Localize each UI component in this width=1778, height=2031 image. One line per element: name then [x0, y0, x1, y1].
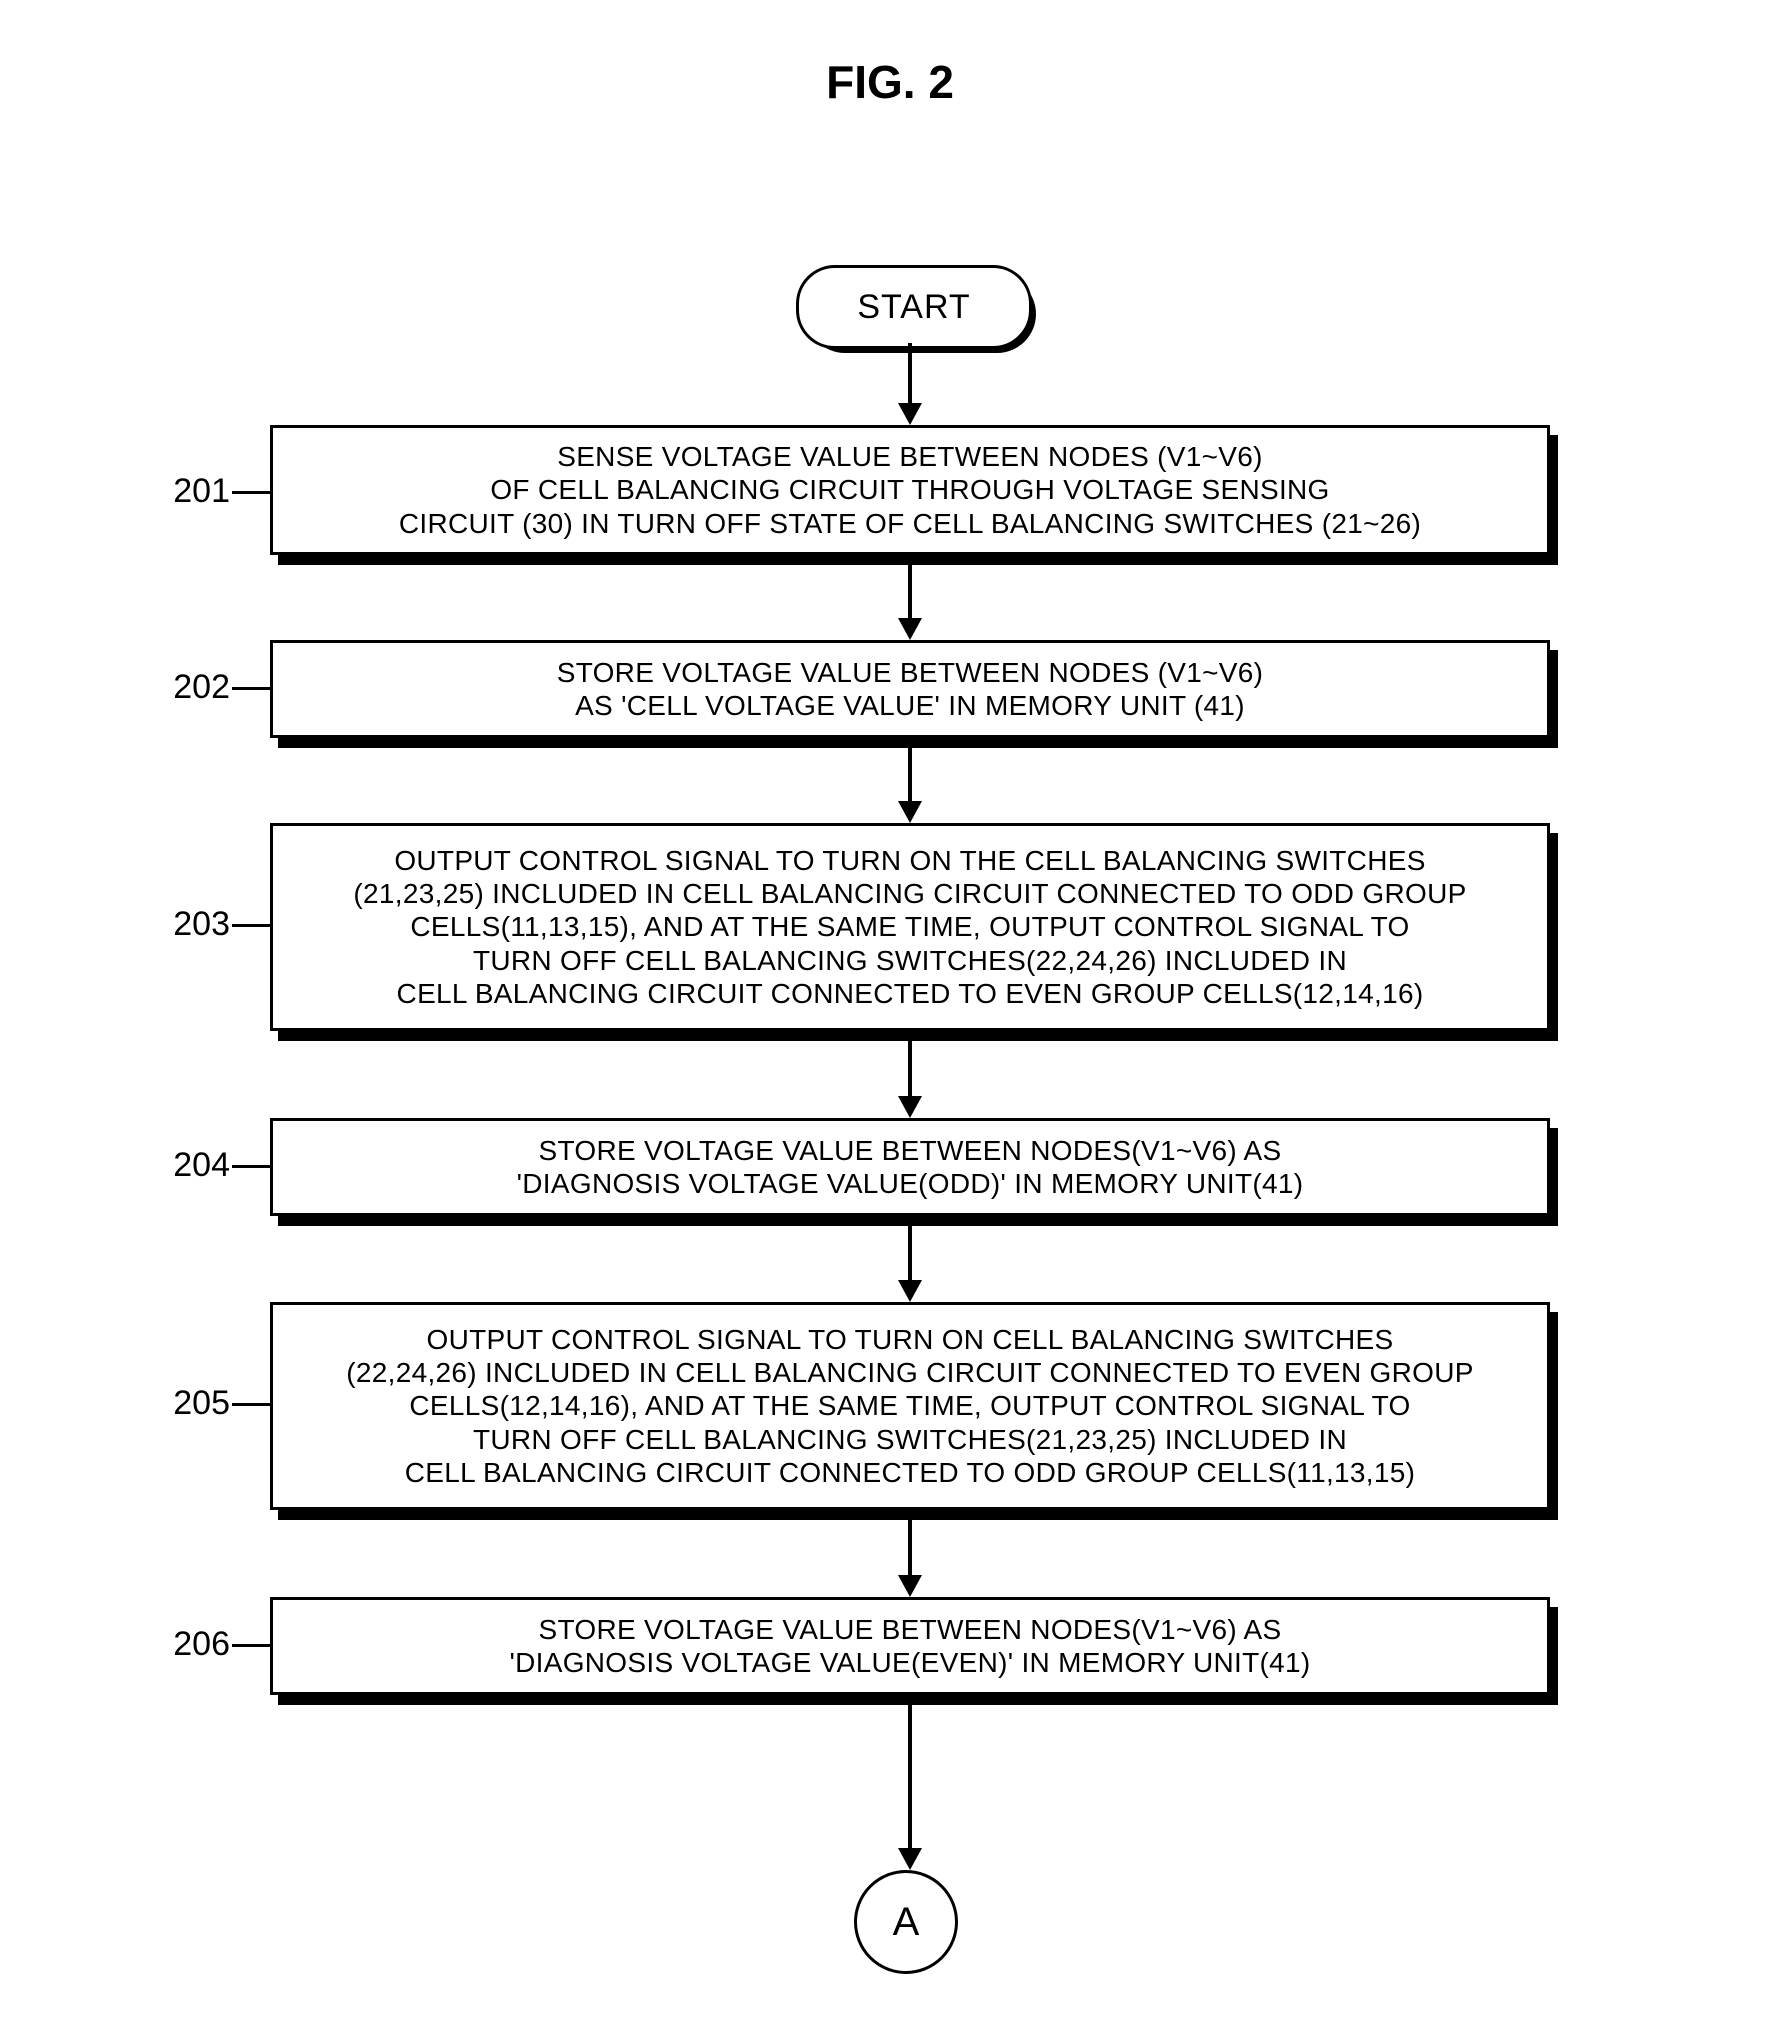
flow-arrow: [908, 343, 912, 405]
flow-arrow-head: [898, 403, 922, 425]
step-box-204: STORE VOLTAGE VALUE BETWEEN NODES(V1~V6)…: [270, 1118, 1550, 1216]
flowchart-canvas: FIG. 2 START SENSE VOLTAGE VALUE BETWEEN …: [0, 0, 1778, 2031]
flow-arrow-head: [898, 618, 922, 640]
step-tick: [232, 1165, 270, 1168]
step-tick: [232, 1403, 270, 1406]
step-label-205: 205: [140, 1384, 230, 1423]
step-label-204: 204: [140, 1146, 230, 1185]
step-box-202: STORE VOLTAGE VALUE BETWEEN NODES (V1~V6…: [270, 640, 1550, 738]
figure-title: FIG. 2: [780, 55, 1000, 109]
step-tick: [232, 1644, 270, 1647]
step-label-201: 201: [140, 472, 230, 511]
flow-arrow-head: [898, 1280, 922, 1302]
start-terminator: START: [796, 265, 1032, 349]
flow-arrow: [908, 1695, 912, 1850]
step-label-206: 206: [140, 1625, 230, 1664]
step-box-201: SENSE VOLTAGE VALUE BETWEEN NODES (V1~V6…: [270, 425, 1550, 555]
step-box-203: OUTPUT CONTROL SIGNAL TO TURN ON THE CEL…: [270, 823, 1550, 1031]
flow-arrow: [908, 1031, 912, 1098]
flow-arrow: [908, 1510, 912, 1577]
flow-arrow-head: [898, 1848, 922, 1870]
step-tick: [232, 687, 270, 690]
flow-arrow-head: [898, 801, 922, 823]
step-box-206: STORE VOLTAGE VALUE BETWEEN NODES(V1~V6)…: [270, 1597, 1550, 1695]
step-label-203: 203: [140, 905, 230, 944]
flow-arrow-head: [898, 1575, 922, 1597]
step-tick: [232, 491, 270, 494]
flow-arrow-head: [898, 1096, 922, 1118]
step-tick: [232, 924, 270, 927]
step-label-202: 202: [140, 668, 230, 707]
step-box-205: OUTPUT CONTROL SIGNAL TO TURN ON CELL BA…: [270, 1302, 1550, 1510]
connector-a: A: [854, 1870, 958, 1974]
